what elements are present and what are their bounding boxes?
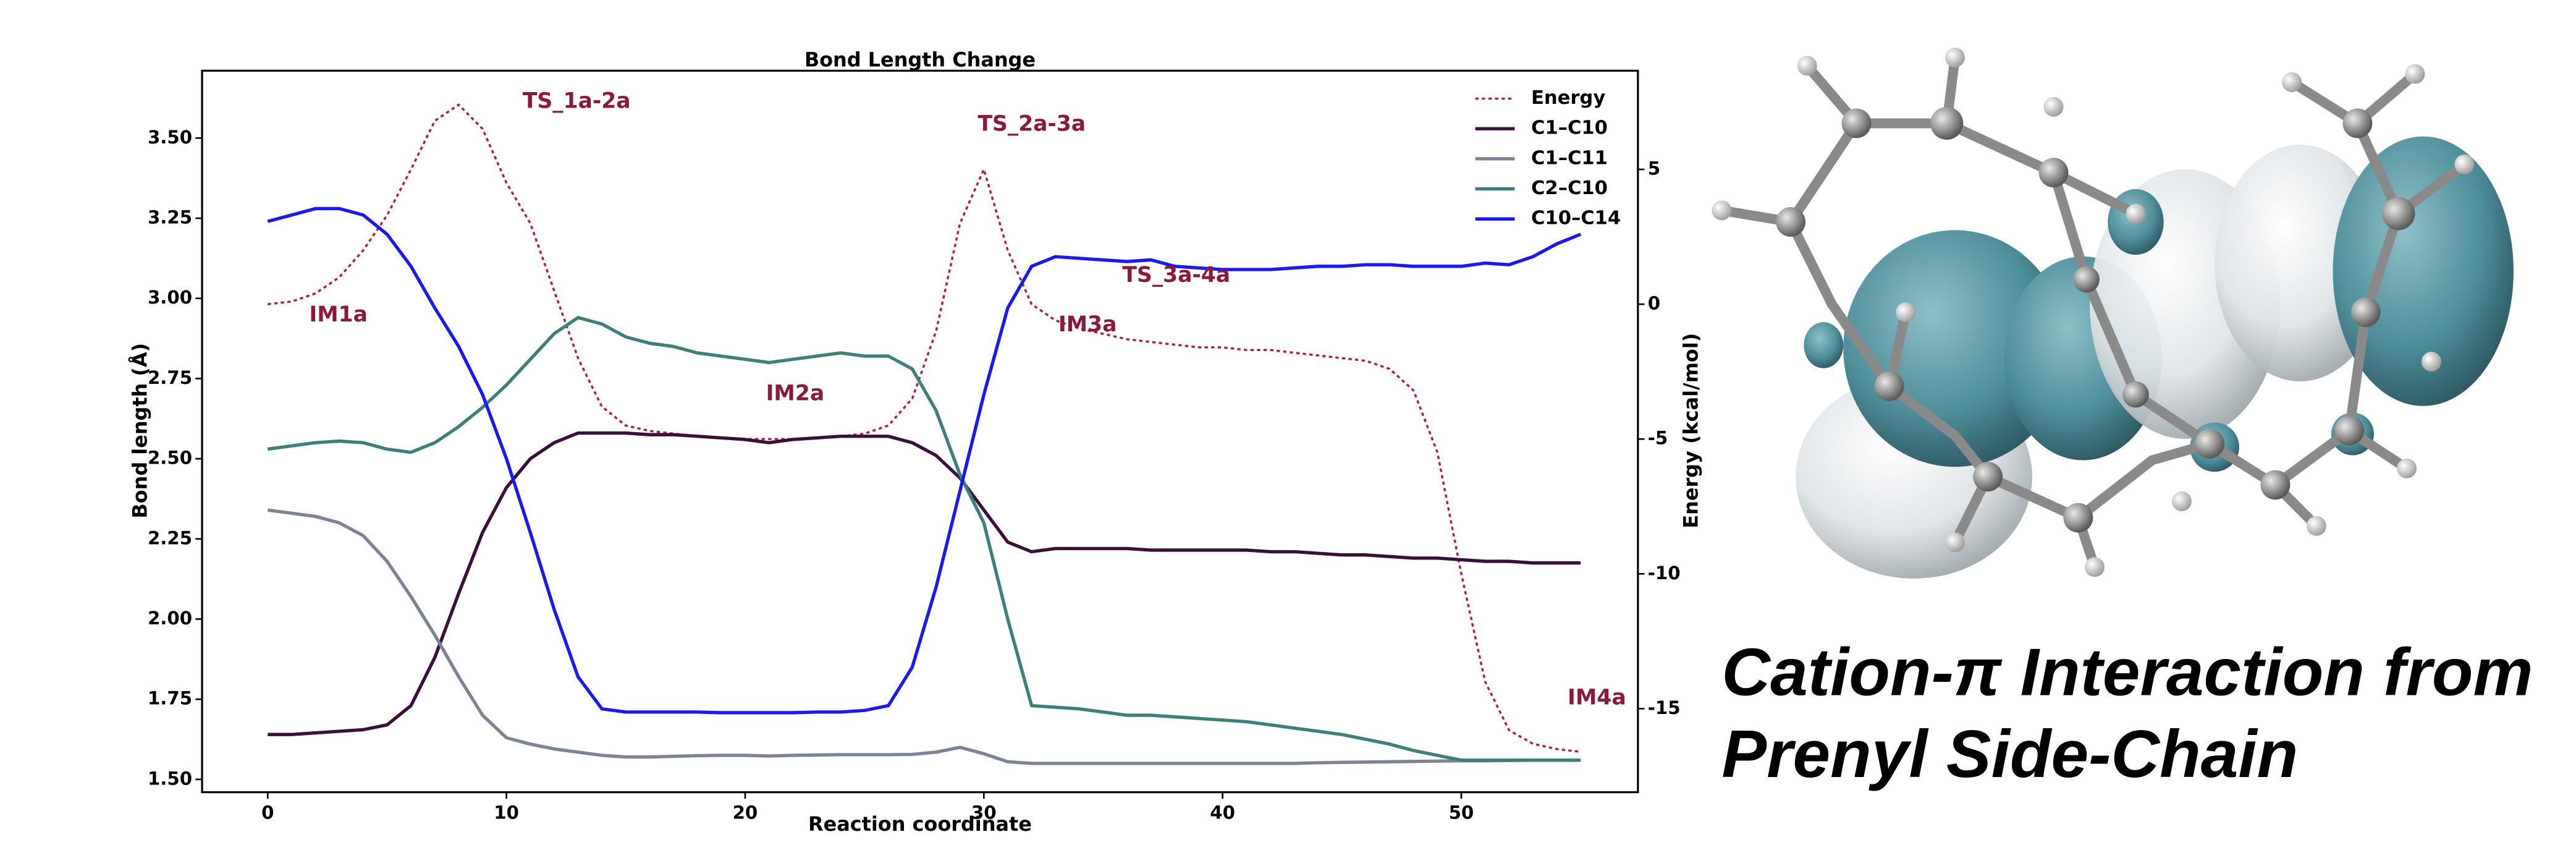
series-line	[267, 316, 1581, 762]
legend-label: Energy	[1531, 87, 1605, 109]
y-tick-label: 3.00	[148, 287, 192, 308]
chart-title: Bond Length Change	[804, 48, 1036, 71]
headline-line: Prenyl Side-Chain	[1721, 716, 2298, 792]
y2-tick-label: 0	[1648, 293, 1660, 314]
annotation: IM3a	[1058, 312, 1117, 337]
headline-line: Cation-π Interaction from	[1721, 634, 2533, 710]
y-tick-label: 2.50	[148, 448, 192, 469]
y-tick-label: 2.75	[148, 367, 192, 388]
x-axis-label: Reaction coordinate	[808, 812, 1032, 836]
y-tick-label: 2.25	[148, 527, 192, 548]
annotation: IM4a	[1568, 686, 1626, 710]
x-tick-label: 10	[494, 802, 519, 823]
y-tick-label: 1.50	[148, 768, 192, 789]
plot-frame	[201, 69, 1639, 794]
x-tick-label: 50	[1449, 802, 1474, 823]
x-tick-label: 20	[733, 802, 758, 823]
legend-label: C1–C11	[1531, 147, 1608, 169]
x-tick-label: 0	[261, 802, 274, 823]
series-line	[267, 508, 1581, 765]
series-line	[268, 431, 1581, 736]
annotation: IM1a	[309, 302, 368, 327]
x-tick-label: 40	[1210, 802, 1235, 823]
annotation: TS_2a-3a	[978, 112, 1086, 137]
y2-tick-label: -15	[1648, 697, 1681, 718]
annotation: TS_1a-2a	[523, 88, 631, 113]
y-axis-label: Bond length (Å)	[129, 343, 152, 519]
y2-tick-label: -10	[1648, 563, 1681, 584]
series-line	[267, 206, 1582, 715]
series-line	[268, 103, 1581, 753]
y-tick-label: 3.50	[148, 127, 192, 148]
y-tick-label: 2.00	[148, 608, 192, 629]
annotation: TS_3a-4a	[1122, 263, 1230, 287]
x-tick-label: 30	[971, 802, 997, 823]
y2-axis-label: Energy (kcal/mol)	[1679, 333, 1703, 529]
y-tick-label: 1.75	[148, 688, 192, 709]
legend-label: C10–C14	[1531, 208, 1621, 229]
legend-label: C1–C10	[1531, 117, 1608, 139]
annotation: IM2a	[766, 381, 825, 406]
y2-tick-label: -5	[1648, 428, 1668, 449]
molecule-render	[1712, 48, 2514, 579]
legend-label: C2–C10	[1531, 177, 1608, 199]
y2-tick-label: 5	[1648, 158, 1660, 179]
y-tick-label: 3.25	[148, 207, 192, 228]
